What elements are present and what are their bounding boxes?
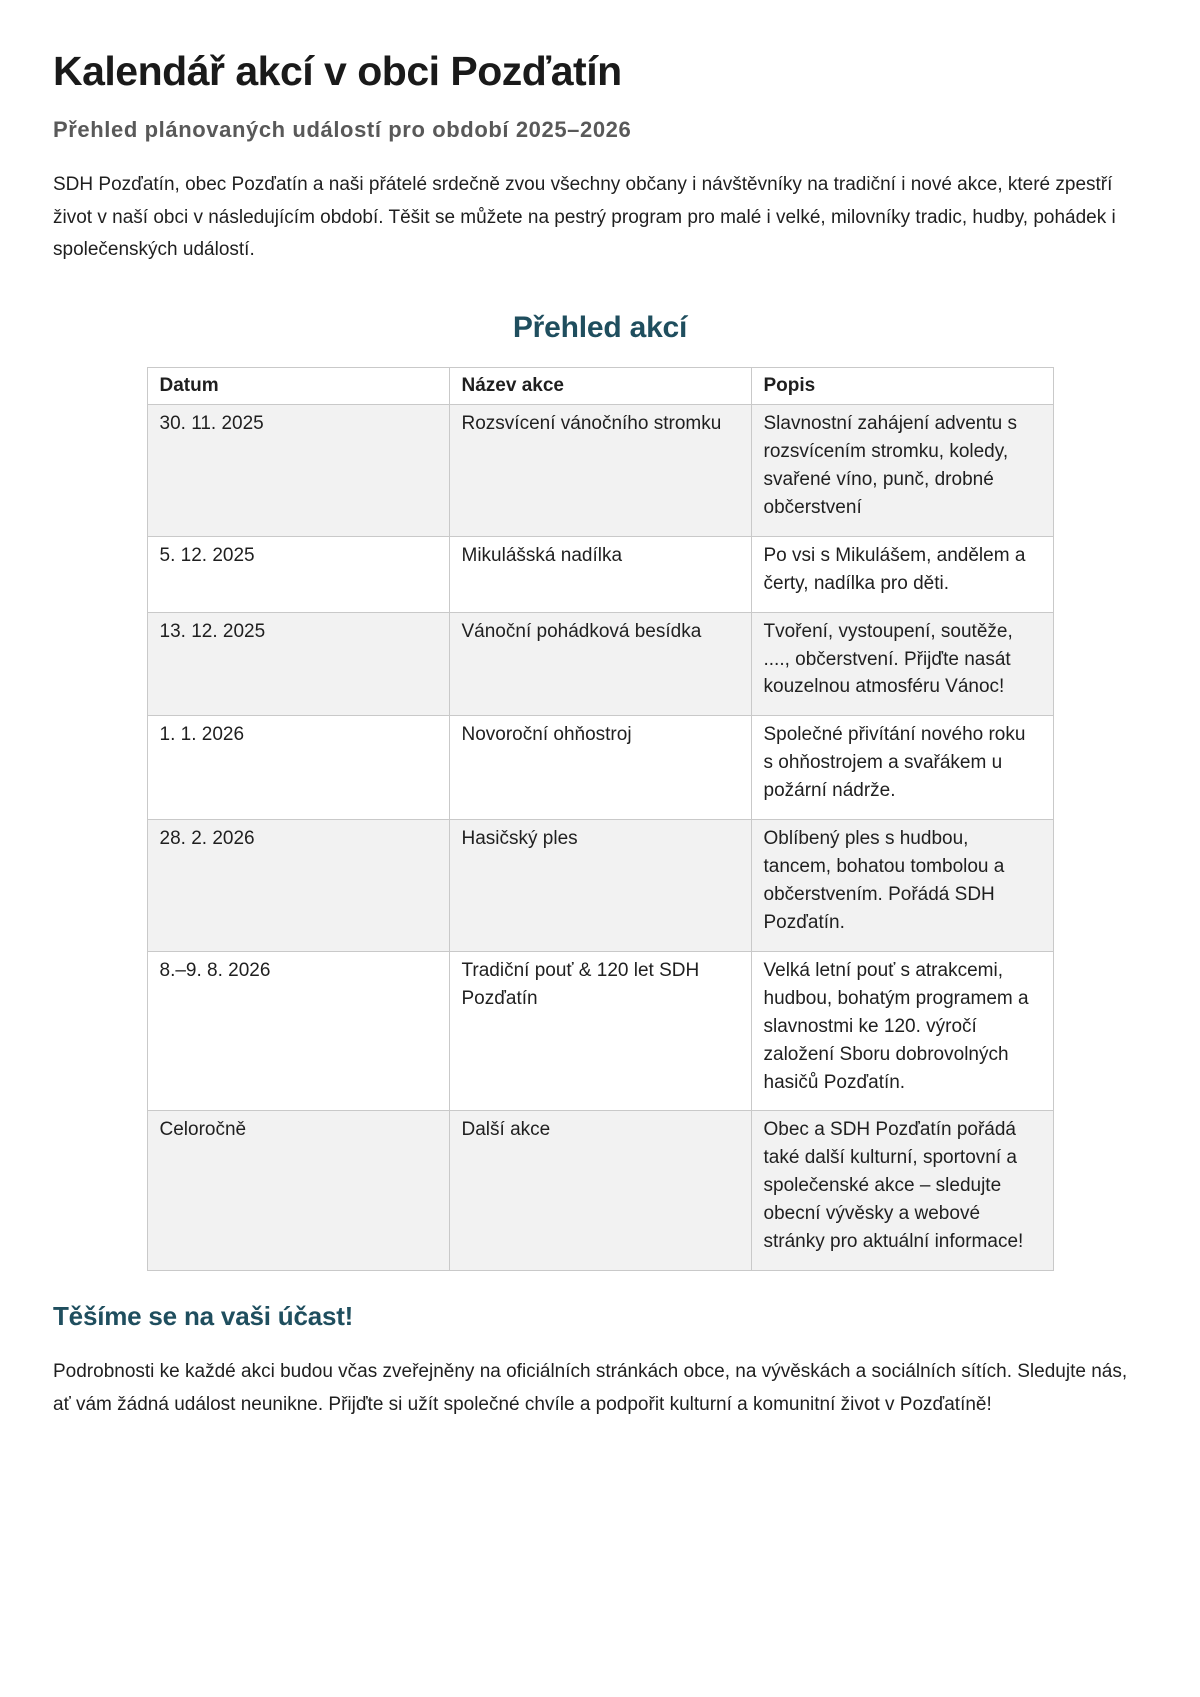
- column-header-nazev-akce: Název akce: [448, 367, 752, 406]
- cell-datum: 8.–9. 8. 2026: [146, 950, 450, 1112]
- cell-popis: Obec a SDH Pozďatín pořádá také další ku…: [750, 1110, 1054, 1272]
- cell-datum: 1. 1. 2026: [146, 715, 450, 821]
- table-row: 28. 2. 2026 Hasičský ples Oblíbený ples s …: [146, 819, 1054, 952]
- cell-datum: Celoročně: [146, 1110, 450, 1272]
- cell-datum: 13. 12. 2025: [146, 611, 450, 717]
- cell-nazev-akce: Vánoční pohádková besídka: [448, 611, 752, 717]
- cell-popis: Tvoření, vystoupení, soutěže, ...., obče…: [750, 611, 1054, 717]
- page-subtitle: Přehled plánovaných událostí pro období …: [53, 117, 632, 143]
- column-header-datum: Datum: [146, 367, 450, 406]
- cell-nazev-akce: Další akce: [448, 1110, 752, 1272]
- table-row: 5. 12. 2025 Mikulášská nadílka Po vsi s Mi…: [146, 535, 1054, 613]
- section-heading-prehled-akci: Přehled akcí: [512, 311, 688, 345]
- cell-nazev-akce: Hasičský ples: [448, 819, 752, 952]
- cell-popis: Po vsi s Mikulášem, andělem a čerty, nad…: [750, 535, 1054, 613]
- closing-heading: Těšíme se na vaši účast!: [53, 1301, 354, 1332]
- table-row: 30. 11. 2025 Rozsvícení vánočního stromku…: [146, 404, 1054, 537]
- table-row: 8.–9. 8. 2026 Tradiční pouť & 120 let SDH…: [146, 950, 1054, 1112]
- page-title: Kalendář akcí v obci Pozďatín: [53, 48, 622, 94]
- events-table-head: Datum Název akce Popis: [146, 367, 1054, 406]
- cell-nazev-akce: Novoroční ohňostroj: [448, 715, 752, 821]
- cell-nazev-akce: Tradiční pouť & 120 let SDH Pozďatín: [448, 950, 752, 1112]
- cell-datum: 30. 11. 2025: [146, 404, 450, 537]
- column-header-popis: Popis: [750, 367, 1054, 406]
- cell-datum: 28. 2. 2026: [146, 819, 450, 952]
- cell-popis: Velká letní pouť s atrakcemi, hudbou, bo…: [750, 950, 1054, 1112]
- table-row: 1. 1. 2026 Novoroční ohňostroj Společné př…: [146, 715, 1054, 821]
- document-page: Kalendář akcí v obci Pozďatín Přehled pl…: [53, 48, 1128, 1415]
- cell-popis: Společné přivítání nového roku s ohňostr…: [750, 715, 1054, 821]
- events-table-body: 30. 11. 2025 Rozsvícení vánočního stromku…: [146, 404, 1054, 1272]
- cell-datum: 5. 12. 2025: [146, 535, 450, 613]
- closing-paragraph: Podrobnosti ke každé akci budou včas zve…: [53, 1361, 1128, 1415]
- table-row: Celoročně Další akce Obec a SDH Pozďatín p…: [146, 1110, 1054, 1272]
- cell-nazev-akce: Mikulášská nadílka: [448, 535, 752, 613]
- cell-nazev-akce: Rozsvícení vánočního stromku: [448, 404, 752, 537]
- events-table: Datum Název akce Popis 30. 11. 2025 Rozsvíc…: [146, 367, 1054, 1272]
- cell-popis: Slavnostní zahájení adventu s rozsvícení…: [750, 404, 1054, 537]
- events-table-head-row: Datum Název akce Popis: [146, 367, 1054, 406]
- intro-paragraph: SDH Pozďatín, obec Pozďatín a naši přáte…: [53, 174, 1116, 261]
- cell-popis: Oblíbený ples s hudbou, tancem, bohatou …: [750, 819, 1054, 952]
- table-row: 13. 12. 2025 Vánoční pohádková besídka Tvo…: [146, 611, 1054, 717]
